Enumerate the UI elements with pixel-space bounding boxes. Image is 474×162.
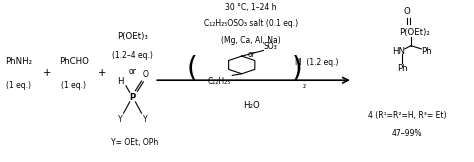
Text: ₂: ₂ xyxy=(303,81,306,90)
Text: or: or xyxy=(128,67,136,76)
Text: P(OEt)₂: P(OEt)₂ xyxy=(399,28,429,36)
Text: Y= OEt, OPh: Y= OEt, OPh xyxy=(111,138,158,147)
Text: 4 (R¹=R²=H, R³= Et): 4 (R¹=R²=H, R³= Et) xyxy=(368,111,447,120)
Text: H: H xyxy=(117,76,124,86)
Text: +: + xyxy=(98,68,107,78)
Text: or: or xyxy=(247,50,255,59)
Text: 47–99%: 47–99% xyxy=(392,129,422,138)
Text: (1 eq.): (1 eq.) xyxy=(6,81,31,90)
Text: Y: Y xyxy=(118,115,123,124)
Text: O: O xyxy=(142,70,148,79)
Text: HN: HN xyxy=(392,47,405,56)
Text: M  (1.2 eq.): M (1.2 eq.) xyxy=(295,58,338,67)
Text: Ph: Ph xyxy=(397,64,408,73)
Text: PhCHO: PhCHO xyxy=(59,57,89,66)
Text: 30 °C, 1–24 h: 30 °C, 1–24 h xyxy=(226,3,277,12)
Text: P: P xyxy=(129,93,135,102)
Text: ): ) xyxy=(292,55,303,83)
Text: (1 eq.): (1 eq.) xyxy=(62,81,86,90)
Text: Y: Y xyxy=(143,115,147,124)
Text: +: + xyxy=(43,68,51,78)
Text: H₂O: H₂O xyxy=(243,101,260,110)
Text: (1.2–4 eq.): (1.2–4 eq.) xyxy=(112,51,153,60)
Text: Ph: Ph xyxy=(421,47,431,56)
Text: PhNH₂: PhNH₂ xyxy=(5,57,32,66)
Text: P(OEt)₃: P(OEt)₃ xyxy=(117,32,147,40)
Text: (: ( xyxy=(187,55,198,83)
Text: C₁₂H₂₅OSO₃ salt (0.1 eq.): C₁₂H₂₅OSO₃ salt (0.1 eq.) xyxy=(204,19,298,29)
Text: (Mg, Ca, Al, Na): (Mg, Ca, Al, Na) xyxy=(221,35,281,45)
Text: SO₃: SO₃ xyxy=(263,42,277,51)
Text: C₁₂H₂₅: C₁₂H₂₅ xyxy=(207,76,231,86)
Text: O: O xyxy=(404,7,410,16)
